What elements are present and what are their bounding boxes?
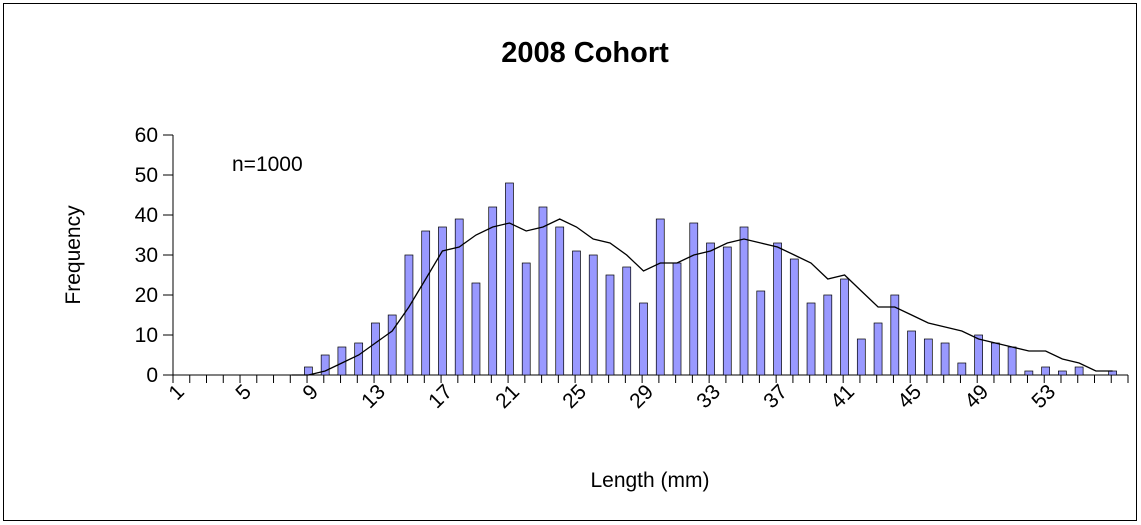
- bar: [655, 218, 665, 376]
- chart-frame: [3, 3, 1137, 521]
- bar: [957, 362, 967, 376]
- bar: [840, 278, 849, 376]
- y-tick-label: 40: [135, 204, 158, 227]
- bar: [505, 182, 514, 376]
- bar: [856, 338, 866, 376]
- bar: [471, 282, 481, 376]
- bar: [521, 262, 531, 376]
- bar: [1074, 366, 1084, 376]
- bar: [555, 226, 565, 376]
- bar: [756, 290, 766, 376]
- bar: [739, 226, 749, 376]
- bar: [438, 226, 447, 376]
- bar: [538, 206, 548, 376]
- bar: [923, 338, 933, 376]
- bar: [907, 330, 916, 376]
- bar: [706, 242, 715, 376]
- bar: [873, 322, 883, 376]
- bar: [371, 322, 380, 376]
- y-tick-label: 20: [135, 284, 158, 307]
- y-tick-label: 30: [135, 244, 158, 267]
- bar: [1058, 370, 1067, 376]
- bar: [421, 230, 431, 376]
- bar: [622, 266, 632, 376]
- bar: [1108, 370, 1117, 376]
- bar: [639, 302, 648, 376]
- bar: [823, 294, 833, 376]
- y-tick-label: 50: [135, 164, 158, 187]
- y-tick-label: 0: [146, 364, 158, 387]
- bar: [672, 262, 682, 376]
- bar: [354, 342, 364, 376]
- bar: [404, 254, 414, 376]
- bar: [572, 250, 581, 376]
- chart-title: 2008 Cohort: [501, 37, 669, 69]
- bar: [588, 254, 598, 376]
- bar: [990, 342, 1000, 376]
- bar: [773, 242, 782, 376]
- bar: [789, 258, 799, 376]
- y-tick-label: 60: [135, 124, 158, 147]
- bar: [722, 246, 732, 376]
- bar: [1007, 346, 1017, 376]
- y-tick-label: 10: [135, 324, 158, 347]
- bar: [387, 314, 397, 376]
- y-axis-label: Frequency: [62, 205, 85, 305]
- bar: [940, 342, 950, 376]
- line: [291, 218, 1113, 376]
- bar: [454, 218, 464, 376]
- bar: [488, 206, 498, 376]
- x-axis-label: Length (mm): [590, 469, 709, 492]
- bar: [1041, 366, 1050, 376]
- annotation: n=1000: [232, 153, 303, 176]
- bar: [806, 302, 816, 376]
- bar: [605, 274, 615, 376]
- bar: [689, 222, 699, 376]
- bar: [1024, 370, 1034, 376]
- bar: [890, 294, 900, 376]
- bar: [974, 334, 983, 376]
- bar: [320, 354, 330, 376]
